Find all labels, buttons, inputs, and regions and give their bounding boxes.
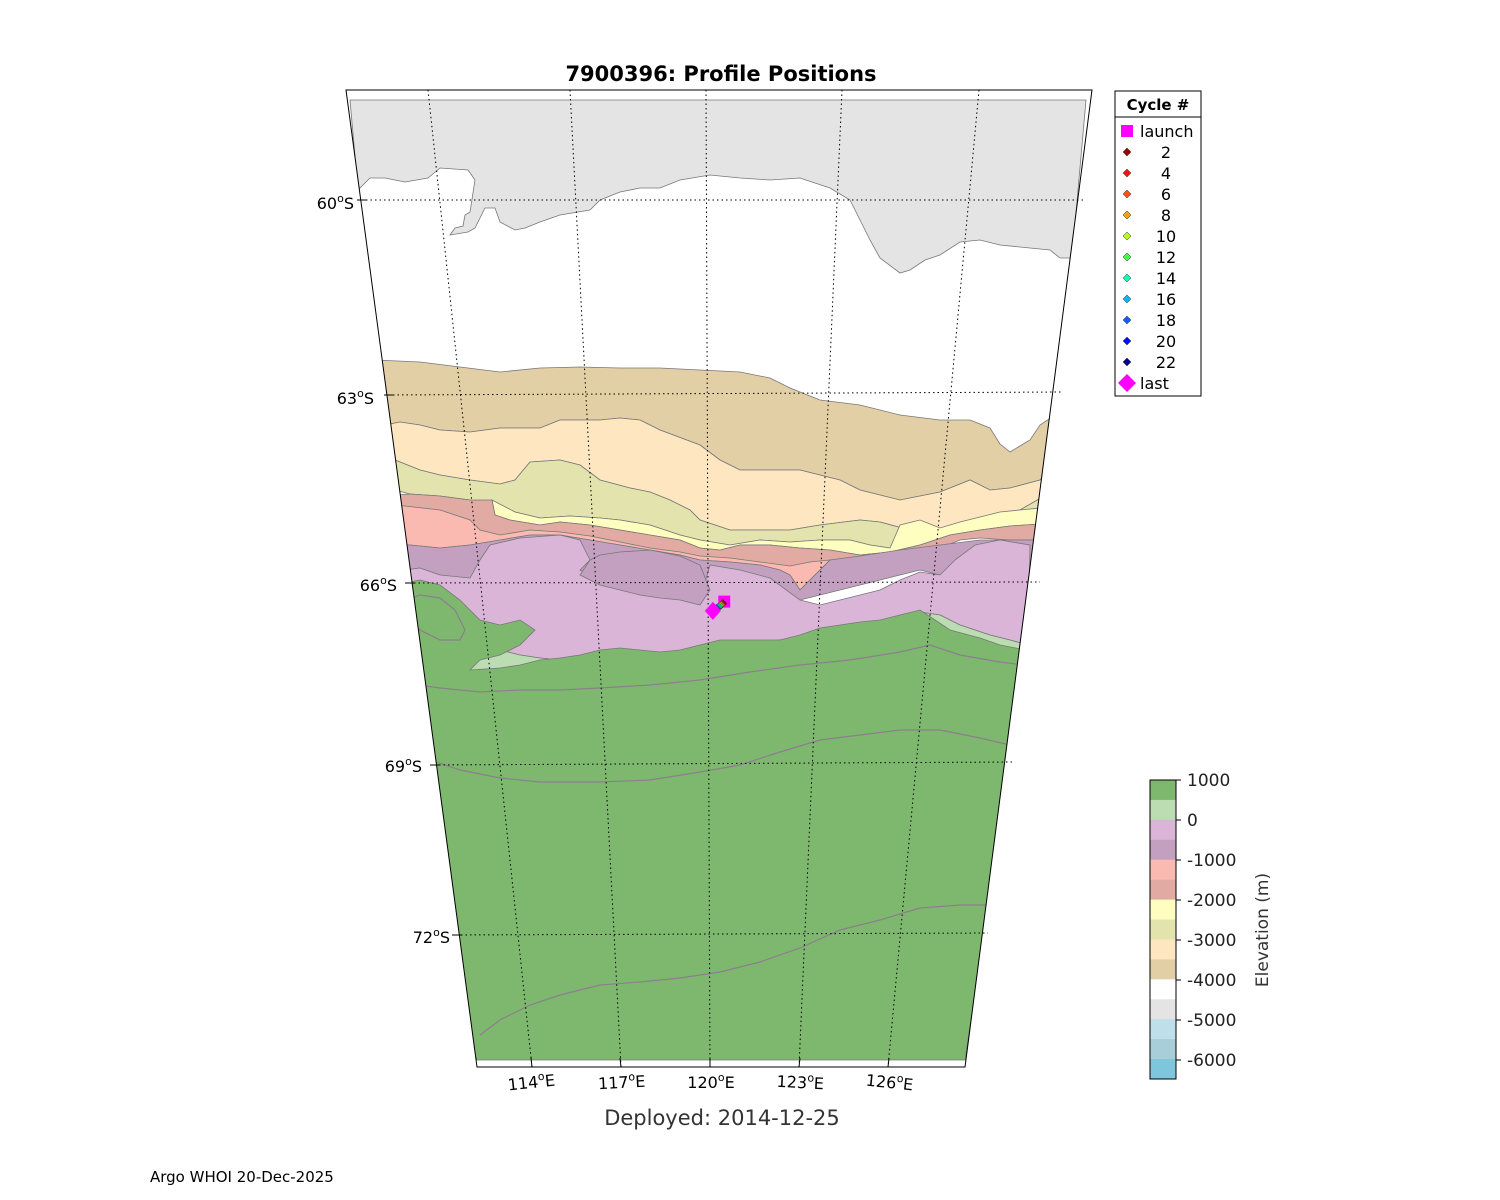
colorbar-band (1150, 1059, 1176, 1080)
legend-entry-16: 16 (1122, 290, 1176, 309)
legend-entry-14: 14 (1122, 269, 1176, 288)
map: 60oS 63oS 66oS 69oS 72oS 114oE 117oE 120… (317, 89, 1093, 1095)
latitude-labels: 60oS 63oS 66oS 69oS 72oS (317, 192, 450, 947)
colorbar-tick-label: -1000 (1187, 851, 1236, 871)
cycle-dot-icon (1122, 357, 1132, 367)
legend-entry-8: 8 (1122, 206, 1171, 225)
colorbar-band (1150, 899, 1176, 921)
colorbar-label: Elevation (m) (1253, 873, 1273, 987)
colorbar-tick-label: -4000 (1187, 971, 1236, 991)
colorbar-tick-label: -3000 (1187, 931, 1236, 951)
legend-label: last (1140, 374, 1169, 393)
cycle-dot-icon (1122, 273, 1132, 283)
legend-entry-10: 10 (1122, 227, 1176, 246)
colorbar-bands (1150, 780, 1176, 1080)
cycle-dot-icon (1122, 294, 1132, 304)
colorbar-band (1150, 879, 1176, 901)
longitude-labels: 114oE 117oE 120oE 123oE 126oE (507, 1069, 914, 1095)
legend-entry-last: last (1118, 374, 1169, 393)
last-marker (704, 601, 721, 620)
lon-label-114: 114oE (507, 1069, 556, 1095)
colorbar-ticks: 1000 0 -1000 -2000 -3000 -4000 -5000 -6000 (1176, 771, 1236, 1071)
lon-label-126: 126oE (865, 1069, 914, 1095)
colorbar: 1000 0 -1000 -2000 -3000 -4000 -5000 -6000 Elev… (1149, 771, 1273, 1080)
legend-entry-22: 22 (1122, 353, 1176, 372)
legend-entry-launch: launch (1121, 122, 1193, 141)
legend-entry-20: 20 (1122, 332, 1176, 351)
deep-region (349, 99, 1087, 274)
lat-label-66: 66oS (360, 574, 397, 595)
colorbar-band (1150, 799, 1176, 821)
contour-line (479, 904, 990, 1036)
bathymetry-layers (346, 90, 1092, 1067)
colorbar-band (1150, 780, 1176, 801)
legend-label: 10 (1156, 227, 1176, 246)
cycle-dot-icon (1122, 336, 1132, 346)
legend-label: 8 (1161, 206, 1171, 225)
footer-credit: Argo WHOI 20-Dec-2025 (150, 1168, 334, 1186)
cycle-dot-icon (1122, 315, 1132, 325)
legend-label: 4 (1161, 164, 1171, 183)
legend-label: 18 (1156, 311, 1176, 330)
colorbar-tick-label: -2000 (1187, 891, 1236, 911)
contour-line (417, 644, 1025, 693)
legend-label: 22 (1156, 353, 1176, 372)
colorbar-band (1150, 999, 1176, 1020)
cycle-dot-icon (1122, 231, 1132, 241)
lon-label-123: 123oE (776, 1070, 824, 1093)
legend-entry-2: 2 (1122, 143, 1171, 162)
cycle-dot-icon (1122, 147, 1132, 157)
legend-label: 6 (1161, 185, 1171, 204)
cycle-legend: Cycle # launch 2 4 6 8 10 12 14 16 18 20 22 last (1114, 90, 1202, 397)
legend-entry-6: 6 (1122, 185, 1171, 204)
colorbar-tick-label: 1000 (1187, 771, 1230, 791)
lon-label-120: 120oE (687, 1071, 734, 1092)
lon-label-117: 117oE (597, 1070, 645, 1093)
cycle-dot-icon (1122, 252, 1132, 262)
launch-square-icon (1121, 125, 1133, 137)
cycle-dot-icon (1122, 168, 1132, 178)
colorbar-band (1150, 959, 1176, 980)
cycle-dot-icon (1122, 189, 1132, 199)
colorbar-band (1150, 839, 1176, 861)
legend-label: 14 (1156, 269, 1176, 288)
legend-entry-4: 4 (1122, 164, 1171, 183)
legend-title: Cycle # (1127, 96, 1190, 114)
colorbar-tick-label: -5000 (1187, 1011, 1236, 1031)
lat-label-69: 69oS (385, 755, 422, 776)
colorbar-band (1150, 939, 1176, 960)
colorbar-band (1150, 979, 1176, 1000)
graticule (357, 89, 1086, 1068)
colorbar-band (1150, 919, 1176, 940)
colorbar-tick-label: 0 (1187, 811, 1198, 831)
colorbar-tick-label: -6000 (1187, 1051, 1236, 1071)
contour-line (429, 729, 1011, 783)
legend-entry-18: 18 (1122, 311, 1176, 330)
deployed-label: Deployed: 2014-12-25 (604, 1106, 840, 1130)
legend-label: launch (1140, 122, 1193, 141)
plot-title: 7900396: Profile Positions (565, 62, 876, 86)
map-ticks (357, 199, 890, 1068)
colorbar-band (1150, 1019, 1176, 1040)
legend-label: 2 (1161, 143, 1171, 162)
colorbar-band (1150, 1039, 1176, 1060)
legend-label: 20 (1156, 332, 1176, 351)
band-purple-pocket (579, 549, 711, 606)
colorbar-band (1150, 819, 1176, 841)
last-diamond-icon (1118, 374, 1136, 392)
band-land (403, 579, 1027, 1061)
legend-label: 12 (1156, 248, 1176, 267)
lat-label-60: 60oS (317, 192, 354, 213)
legend-entries: launch 2 4 6 8 10 12 14 16 18 20 22 last (1118, 122, 1193, 393)
float-track (704, 595, 731, 620)
cycle-dot-icon (1122, 210, 1132, 220)
colorbar-band (1150, 859, 1176, 881)
contour-line (406, 594, 466, 641)
legend-entry-12: 12 (1122, 248, 1176, 267)
legend-label: 16 (1156, 290, 1176, 309)
map-frame (345, 89, 1093, 1068)
lat-label-63: 63oS (337, 387, 374, 408)
lat-label-72: 72oS (413, 926, 450, 947)
